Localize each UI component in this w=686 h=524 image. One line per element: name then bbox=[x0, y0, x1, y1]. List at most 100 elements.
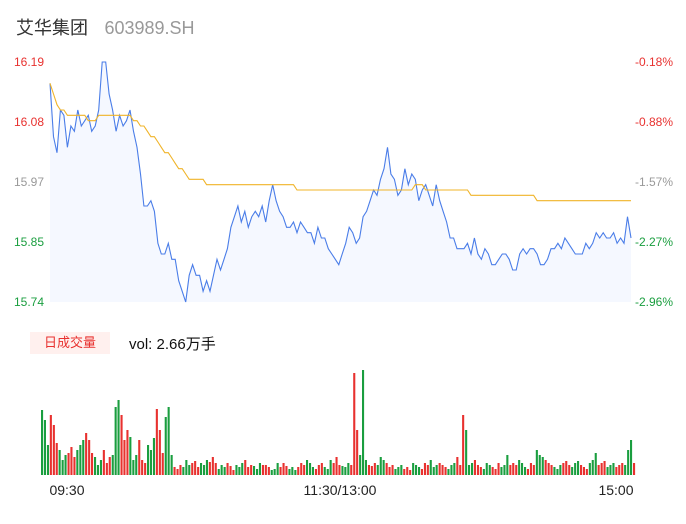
y-tick-label: 16.08 bbox=[14, 115, 44, 129]
volume-bar bbox=[574, 463, 577, 475]
volume-bar bbox=[630, 440, 633, 475]
volume-bar bbox=[415, 465, 418, 475]
volume-bar bbox=[521, 463, 524, 475]
volume-bar bbox=[359, 455, 362, 475]
volume-bar bbox=[580, 465, 583, 475]
volume-bar bbox=[232, 470, 235, 475]
volume-bar bbox=[194, 461, 197, 475]
volume-bar bbox=[217, 469, 220, 475]
volume-bar bbox=[197, 467, 200, 475]
volume-bar bbox=[164, 417, 167, 475]
volume-tab-button[interactable]: 日成交量 bbox=[30, 332, 110, 354]
y-tick-label: 16.19 bbox=[14, 55, 44, 69]
volume-bar bbox=[588, 463, 591, 475]
volume-bar bbox=[603, 461, 606, 475]
avg-price-line bbox=[49, 83, 631, 202]
volume-bar bbox=[476, 465, 479, 475]
volume-bar bbox=[544, 460, 547, 475]
volume-bar bbox=[582, 467, 585, 475]
volume-bar bbox=[188, 465, 191, 475]
volume-bar bbox=[435, 465, 438, 475]
volume-bar bbox=[524, 467, 527, 475]
volume-bar bbox=[382, 460, 385, 475]
volume-bar bbox=[453, 463, 456, 475]
volume-bar bbox=[85, 433, 88, 475]
volume-bar bbox=[367, 465, 370, 475]
stock-header: 艾华集团 603989.SH bbox=[16, 14, 195, 38]
volume-bar bbox=[176, 469, 179, 475]
volume-bar bbox=[205, 460, 208, 475]
x-tick-label: 11:30/13:00 bbox=[304, 482, 377, 498]
volume-bar bbox=[132, 460, 135, 475]
volume-bar bbox=[370, 466, 373, 475]
volume-bar bbox=[591, 460, 594, 475]
volume-bar bbox=[235, 465, 238, 475]
volume-bar bbox=[306, 460, 309, 475]
volume-bar bbox=[91, 453, 94, 475]
volume-bar bbox=[491, 467, 494, 475]
volume-bar bbox=[55, 443, 58, 475]
volume-bar bbox=[597, 465, 600, 475]
volume-bar bbox=[612, 463, 615, 475]
volume-bar bbox=[261, 465, 264, 475]
volume-bar bbox=[444, 467, 447, 475]
y-tick-label: 15.74 bbox=[14, 295, 44, 309]
volume-bar bbox=[108, 457, 111, 475]
volume-bar bbox=[123, 440, 126, 475]
volume-bar bbox=[214, 463, 217, 475]
volume-bar bbox=[471, 463, 474, 475]
volume-bar bbox=[571, 467, 574, 475]
volume-bar bbox=[141, 460, 144, 475]
volume-bar bbox=[432, 467, 435, 475]
volume-bar bbox=[203, 465, 206, 475]
volume-bar bbox=[468, 465, 471, 475]
volume-bar bbox=[144, 463, 147, 475]
volume-bar bbox=[503, 465, 506, 475]
volume-bar bbox=[447, 469, 450, 475]
volume-bar bbox=[79, 445, 82, 475]
volume-bar bbox=[309, 463, 312, 475]
volume-bar bbox=[170, 455, 173, 475]
volume-bar bbox=[403, 469, 406, 475]
volume-bar bbox=[41, 410, 44, 475]
volume-bar bbox=[409, 470, 412, 475]
volume-bar bbox=[609, 465, 612, 475]
volume-bar bbox=[479, 467, 482, 475]
volume-bar bbox=[173, 467, 176, 475]
volume-bar bbox=[297, 467, 300, 475]
volume-bar bbox=[270, 470, 273, 475]
volume-label: vol: bbox=[129, 336, 153, 353]
volume-bar bbox=[167, 407, 170, 475]
volume-bar bbox=[526, 469, 529, 475]
volume-bar bbox=[388, 467, 391, 475]
volume-bar bbox=[220, 465, 223, 475]
volume-bar bbox=[456, 457, 459, 475]
volume-bar bbox=[61, 460, 64, 475]
volume-bar bbox=[400, 465, 403, 475]
volume-bar bbox=[149, 450, 152, 475]
volume-bar bbox=[135, 455, 138, 475]
volume-bar bbox=[200, 463, 203, 475]
volume-bar bbox=[406, 467, 409, 475]
volume-bar bbox=[529, 463, 532, 475]
volume-bar bbox=[152, 438, 155, 475]
volume-bar bbox=[547, 463, 550, 475]
volume-bar bbox=[250, 465, 253, 475]
volume-bar bbox=[335, 457, 338, 475]
volume-bar bbox=[94, 457, 97, 475]
volume-bar bbox=[553, 467, 556, 475]
volume-bar bbox=[244, 460, 247, 475]
volume-bar bbox=[353, 373, 356, 475]
volume-bar bbox=[223, 467, 226, 475]
volume-bar bbox=[494, 469, 497, 475]
volume-bar bbox=[114, 407, 117, 475]
volume-bar bbox=[429, 460, 432, 475]
volume-bar bbox=[397, 467, 400, 475]
volume-bar bbox=[376, 465, 379, 475]
volume-bar bbox=[99, 460, 102, 475]
volume-bar bbox=[88, 440, 91, 475]
volume-bar bbox=[111, 455, 114, 475]
volume-bar bbox=[562, 463, 565, 475]
volume-bar bbox=[509, 465, 512, 475]
x-tick-label: 09:30 bbox=[49, 482, 84, 498]
